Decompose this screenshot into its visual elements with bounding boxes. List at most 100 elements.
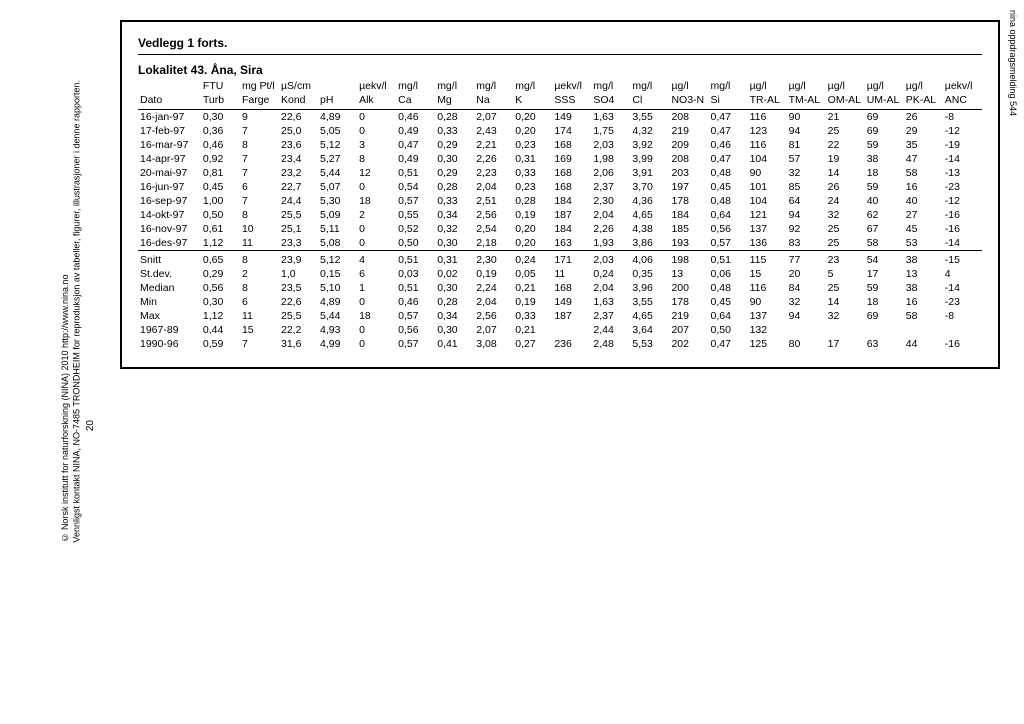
data-cell: 23,6 bbox=[279, 138, 318, 152]
data-cell: 0 bbox=[357, 236, 396, 251]
header-cell: mg Pt/l bbox=[240, 79, 279, 93]
data-cell: 54 bbox=[865, 251, 904, 268]
data-cell: 0,51 bbox=[396, 166, 435, 180]
page-number: 20 bbox=[85, 420, 96, 431]
data-cell: 0,28 bbox=[435, 180, 474, 194]
data-cell: 0,46 bbox=[396, 295, 435, 309]
header-cell: µekv/l bbox=[357, 79, 396, 93]
data-cell bbox=[787, 323, 826, 337]
data-cell: 0,57 bbox=[709, 236, 748, 251]
data-cell: 45 bbox=[904, 222, 943, 236]
data-cell: 0,30 bbox=[435, 236, 474, 251]
data-cell: 0,33 bbox=[513, 166, 552, 180]
data-cell: 31,6 bbox=[279, 337, 318, 351]
data-cell: 2,37 bbox=[591, 180, 630, 194]
data-cell: 4,89 bbox=[318, 295, 357, 309]
summary-row: Snitt0,65823,95,1240,510,312,300,241712,… bbox=[138, 251, 982, 268]
data-cell: 0,81 bbox=[201, 166, 240, 180]
header-cell: Alk bbox=[357, 93, 396, 110]
data-cell: 2,06 bbox=[591, 166, 630, 180]
table-row: 14-apr-970,92723,45,2780,490,302,260,311… bbox=[138, 152, 982, 166]
data-cell: 80 bbox=[787, 337, 826, 351]
data-cell: 0,61 bbox=[201, 222, 240, 236]
data-cell: 3,70 bbox=[630, 180, 669, 194]
data-cell: 178 bbox=[669, 194, 708, 208]
data-cell: 0,33 bbox=[513, 309, 552, 323]
data-cell: 10 bbox=[240, 222, 279, 236]
data-cell: 0,05 bbox=[513, 267, 552, 281]
data-cell: 2,04 bbox=[591, 281, 630, 295]
header-cell: mg/l bbox=[709, 79, 748, 93]
header-cell: K bbox=[513, 93, 552, 110]
data-cell: 5 bbox=[826, 267, 865, 281]
data-cell: 38 bbox=[904, 251, 943, 268]
header-cell: TM-AL bbox=[787, 93, 826, 110]
copyright-line1: © Norsk institutt for naturforskning (NI… bbox=[60, 274, 70, 542]
data-cell: 22 bbox=[826, 138, 865, 152]
measurements-table: FTUmg Pt/lµS/cmµekv/lmg/lmg/lmg/lmg/lµek… bbox=[138, 79, 982, 351]
data-cell: 25 bbox=[826, 236, 865, 251]
data-cell: 0,48 bbox=[709, 194, 748, 208]
header-cell: Mg bbox=[435, 93, 474, 110]
data-cell: 19 bbox=[826, 152, 865, 166]
data-cell: 5,05 bbox=[318, 124, 357, 138]
table-row: 17-feb-970,36725,05,0500,490,332,430,201… bbox=[138, 124, 982, 138]
data-cell: 0,24 bbox=[591, 267, 630, 281]
data-cell: 0,44 bbox=[201, 323, 240, 337]
data-cell: 13 bbox=[669, 267, 708, 281]
data-cell: 0,30 bbox=[435, 281, 474, 295]
data-cell: 7 bbox=[240, 337, 279, 351]
data-cell: 2 bbox=[240, 267, 279, 281]
header-cell: µg/l bbox=[748, 79, 787, 93]
data-cell: 16-sep-97 bbox=[138, 194, 201, 208]
data-cell: 116 bbox=[748, 281, 787, 295]
data-cell: 0,45 bbox=[709, 180, 748, 194]
data-cell: 90 bbox=[748, 166, 787, 180]
data-cell: 81 bbox=[787, 138, 826, 152]
data-cell: 0,64 bbox=[709, 309, 748, 323]
table-row: 16-mar-970,46823,65,1230,470,292,210,231… bbox=[138, 138, 982, 152]
data-cell: 208 bbox=[669, 152, 708, 166]
header-cell: µg/l bbox=[787, 79, 826, 93]
data-cell: 0,29 bbox=[201, 267, 240, 281]
data-cell: 18 bbox=[865, 166, 904, 180]
data-cell: 38 bbox=[904, 281, 943, 295]
data-cell: 25,1 bbox=[279, 222, 318, 236]
data-cell: 0,56 bbox=[709, 222, 748, 236]
data-cell: 0,15 bbox=[318, 267, 357, 281]
data-cell: 137 bbox=[748, 222, 787, 236]
data-cell: 0,28 bbox=[513, 194, 552, 208]
data-cell: 5,30 bbox=[318, 194, 357, 208]
data-cell: 24,4 bbox=[279, 194, 318, 208]
data-cell: 26 bbox=[904, 110, 943, 125]
appendix-title: Vedlegg 1 forts. bbox=[138, 36, 982, 55]
data-cell: 0,20 bbox=[513, 236, 552, 251]
data-cell: 14 bbox=[826, 295, 865, 309]
data-cell: 5,53 bbox=[630, 337, 669, 351]
data-cell: 116 bbox=[748, 110, 787, 125]
data-cell: 5,08 bbox=[318, 236, 357, 251]
data-cell: 3,86 bbox=[630, 236, 669, 251]
data-cell: 18 bbox=[357, 309, 396, 323]
data-cell: 23,3 bbox=[279, 236, 318, 251]
header-cell: mg/l bbox=[513, 79, 552, 93]
data-cell: 0,48 bbox=[709, 166, 748, 180]
data-cell: 32 bbox=[787, 166, 826, 180]
data-cell: 136 bbox=[748, 236, 787, 251]
data-cell: -16 bbox=[943, 222, 982, 236]
data-cell bbox=[904, 323, 943, 337]
data-cell: 25 bbox=[826, 222, 865, 236]
data-cell: 59 bbox=[865, 281, 904, 295]
data-cell: 0,55 bbox=[396, 208, 435, 222]
header-cell bbox=[138, 79, 201, 93]
data-cell: 2,07 bbox=[474, 323, 513, 337]
data-cell: 6 bbox=[357, 267, 396, 281]
header-cell: mg/l bbox=[396, 79, 435, 93]
data-cell: 0,19 bbox=[513, 208, 552, 222]
data-cell: -8 bbox=[943, 110, 982, 125]
summary-row: 1967-890,441522,24,9300,560,302,070,212,… bbox=[138, 323, 982, 337]
data-cell: 67 bbox=[865, 222, 904, 236]
header-cell: pH bbox=[318, 93, 357, 110]
data-cell: 7 bbox=[240, 194, 279, 208]
data-cell: 32 bbox=[787, 295, 826, 309]
